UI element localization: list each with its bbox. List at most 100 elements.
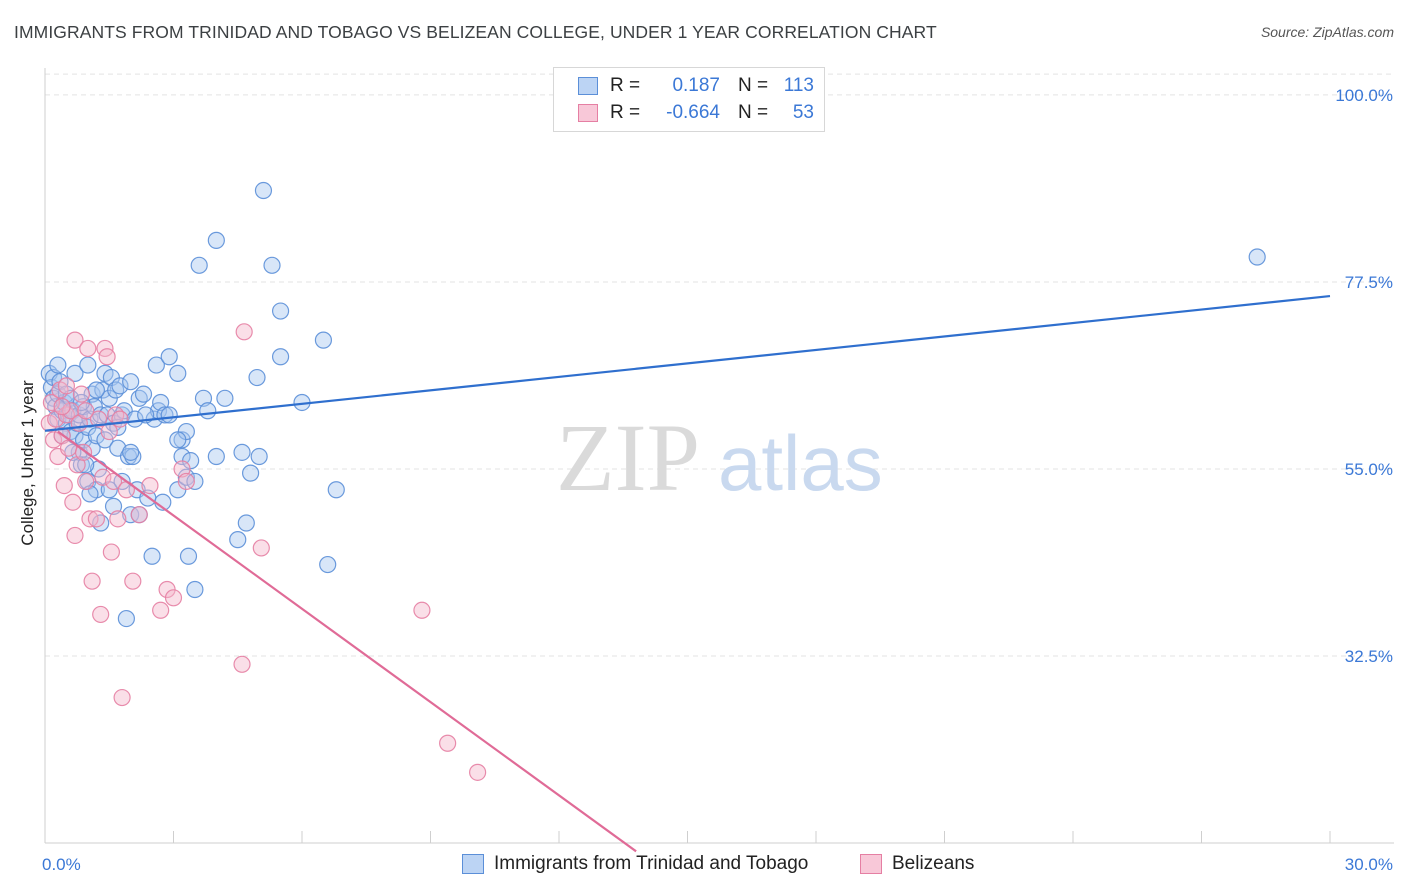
y-tick-label: 32.5% xyxy=(1345,647,1393,666)
y-axis-label: College, Under 1 year xyxy=(18,380,37,546)
data-point-trinidad xyxy=(314,331,333,349)
data-point-belizean xyxy=(87,510,106,528)
data-point-belizean xyxy=(233,655,251,673)
data-point-belizean xyxy=(62,402,80,420)
data-point-trinidad xyxy=(199,402,217,420)
watermark-atlas: atlas xyxy=(718,419,883,507)
data-point-belizean xyxy=(109,510,127,528)
data-point-belizean xyxy=(413,601,431,619)
data-point-trinidad xyxy=(49,356,67,374)
data-point-belizean xyxy=(164,589,183,607)
data-point-belizean xyxy=(53,398,71,416)
data-point-trinidad xyxy=(242,464,260,482)
data-point-belizean xyxy=(104,472,123,491)
data-point-belizean xyxy=(77,472,95,491)
data-point-trinidad xyxy=(87,381,106,399)
legend-r-label: R = xyxy=(610,102,641,123)
data-point-belizean xyxy=(64,493,82,511)
data-point-belizean xyxy=(72,385,91,403)
data-point-trinidad xyxy=(207,231,225,249)
data-point-trinidad xyxy=(237,514,255,532)
legend-n-value: 53 xyxy=(792,102,814,123)
data-point-trinidad xyxy=(229,531,247,549)
data-point-trinidad xyxy=(126,410,144,428)
data-point-trinidad xyxy=(319,555,337,574)
data-point-trinidad xyxy=(327,481,345,499)
data-point-belizean xyxy=(77,402,95,420)
watermark-zip: ZIP xyxy=(556,404,700,511)
data-point-trinidad xyxy=(72,456,91,474)
legend-n-label: N = xyxy=(738,75,769,96)
axes xyxy=(44,68,1394,844)
data-point-trinidad xyxy=(122,373,140,391)
data-point-belizean xyxy=(252,539,270,557)
data-point-belizean xyxy=(55,476,73,495)
data-point-belizean xyxy=(130,506,148,524)
legend-swatch-pink xyxy=(578,104,598,122)
data-point-belizean xyxy=(235,323,253,341)
legend-swatch-blue xyxy=(578,77,598,95)
y-tick-label: 100.0% xyxy=(1335,86,1393,105)
data-point-belizean xyxy=(469,763,487,781)
data-point-trinidad xyxy=(122,443,140,461)
bottom-legend-swatch-blue xyxy=(462,854,484,874)
tick-labels: 32.5% 55.0% 77.5% 100.0% 0.0% 30.0% xyxy=(42,86,1393,874)
data-point-belizean xyxy=(439,734,457,752)
data-point-belizean xyxy=(94,468,112,486)
bottom-legend-swatch-pink xyxy=(860,854,882,874)
data-point-belizean xyxy=(57,377,76,395)
legend-r-value: 0.187 xyxy=(672,75,720,96)
data-point-belizean xyxy=(124,572,142,590)
data-point-trinidad xyxy=(186,580,204,599)
data-point-trinidad xyxy=(177,468,195,486)
data-point-belizean xyxy=(66,331,84,349)
trend-line-belizean xyxy=(57,430,637,853)
data-point-trinidad xyxy=(160,348,178,366)
chart-title: IMMIGRANTS FROM TRINIDAD AND TOBAGO VS B… xyxy=(14,22,937,42)
data-point-trinidad xyxy=(271,302,290,320)
watermark: ZIP atlas xyxy=(556,404,883,511)
x-tick-label: 0.0% xyxy=(42,855,81,874)
data-point-trinidad xyxy=(173,447,191,466)
trend-lines xyxy=(44,294,1331,853)
data-point-trinidad xyxy=(1248,248,1266,266)
source-credit: Source: ZipAtlas.com xyxy=(1260,24,1394,40)
data-point-belizean xyxy=(113,688,131,707)
legend-r-value: -0.664 xyxy=(666,102,720,123)
y-tick-label: 77.5% xyxy=(1345,273,1393,292)
data-point-trinidad xyxy=(96,431,114,449)
data-point-trinidad xyxy=(143,547,161,565)
data-point-trinidad xyxy=(134,385,153,403)
bottom-legend-label-belizean: Belizeans xyxy=(892,853,975,874)
data-point-belizean xyxy=(66,526,84,545)
data-point-trinidad xyxy=(169,364,187,382)
data-point-belizean xyxy=(177,472,195,491)
data-point-belizean xyxy=(44,431,63,449)
legend-n-label: N = xyxy=(738,102,769,123)
data-point-belizean xyxy=(89,410,108,428)
legend-row-trinidad: R = 0.187 N = 113 xyxy=(578,74,814,98)
data-point-trinidad xyxy=(254,181,273,200)
x-tick-label: 30.0% xyxy=(1345,855,1393,874)
data-point-belizean xyxy=(102,543,120,561)
legend-item-belizean: Belizeans xyxy=(860,852,974,876)
data-point-trinidad xyxy=(263,256,281,274)
data-point-belizean xyxy=(79,339,97,358)
data-point-trinidad xyxy=(271,348,290,366)
data-point-trinidad xyxy=(250,447,268,466)
data-point-belizean xyxy=(98,348,116,366)
data-point-trinidad xyxy=(87,427,106,445)
legend-item-trinidad: Immigrants from Trinidad and Tobago xyxy=(462,852,808,876)
bottom-legend-label-trinidad: Immigrants from Trinidad and Tobago xyxy=(494,853,809,874)
legend-row-belizean: R = -0.664 N = 53 xyxy=(578,101,814,125)
data-point-belizean xyxy=(111,410,129,428)
data-point-trinidad xyxy=(147,356,165,374)
trend-line-trinidad xyxy=(44,294,1331,432)
data-point-trinidad xyxy=(160,406,178,424)
legend-r-label: R = xyxy=(610,75,641,96)
data-point-belizean xyxy=(42,393,61,412)
data-point-trinidad xyxy=(233,443,251,461)
data-point-trinidad xyxy=(248,368,266,387)
data-point-belizean xyxy=(141,476,159,495)
